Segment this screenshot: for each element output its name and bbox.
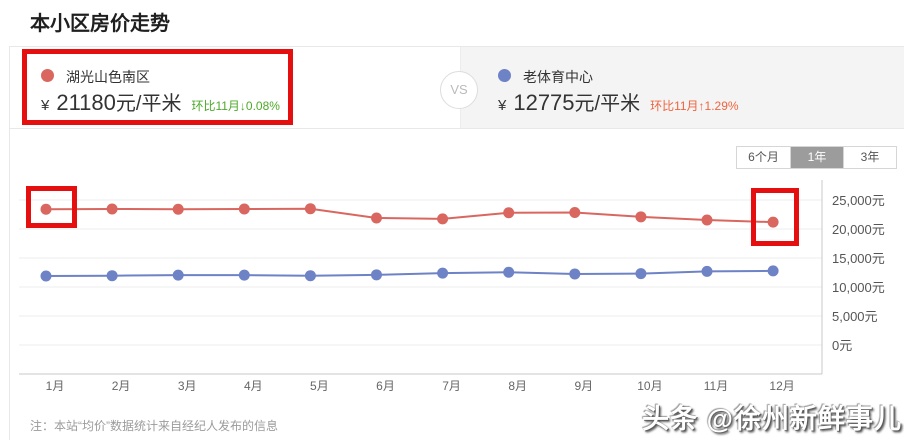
y-tick-label: 5,000元 <box>832 309 878 324</box>
x-tick-label: 12月 <box>769 379 794 393</box>
data-point[interactable] <box>767 265 779 277</box>
data-point[interactable] <box>371 269 382 281</box>
left-currency-symbol: ¥ <box>41 97 50 114</box>
y-tick-label: 25,000元 <box>832 193 885 208</box>
y-tick-label: 0元 <box>832 338 852 353</box>
left-price-unit: 元/平米 <box>115 93 182 115</box>
x-tick-label: 3月 <box>178 379 197 393</box>
comparison-bar: 湖光山色南区 ¥ 21180 元/平米 环比11月↓0.08% 老体育中心 ¥ … <box>10 47 904 129</box>
y-tick-label: 15,000元 <box>832 251 885 266</box>
x-tick-label: 4月 <box>244 379 263 393</box>
right-community-card: 老体育中心 ¥ 12775 元/平米 环比11月↑1.29% <box>460 47 904 128</box>
vs-badge: VS <box>440 71 478 109</box>
left-change-badge: 环比11月↓0.08% <box>191 99 280 113</box>
data-point[interactable] <box>635 268 647 280</box>
left-community-card: 湖光山色南区 ¥ 21180 元/平米 环比11月↓0.08% <box>10 47 460 128</box>
right-community-name: 老体育中心 <box>523 69 593 85</box>
data-point[interactable] <box>569 268 581 280</box>
right-price-row: ¥ 12775 元/平米 环比11月↑1.29% <box>498 87 739 116</box>
data-point[interactable] <box>767 216 779 228</box>
range-button-1year[interactable]: 1年 <box>790 147 843 168</box>
data-point[interactable] <box>437 267 449 279</box>
x-tick-label: 9月 <box>574 379 593 393</box>
time-range-switcher: 6个月 1年 3年 <box>736 146 897 169</box>
data-point[interactable] <box>106 203 118 215</box>
data-point[interactable] <box>106 270 118 282</box>
range-button-6months[interactable]: 6个月 <box>737 147 790 168</box>
data-point[interactable] <box>569 206 581 218</box>
data-point[interactable] <box>40 203 52 215</box>
data-point[interactable] <box>371 212 382 224</box>
x-tick-label: 10月 <box>637 379 662 393</box>
red-series-dot-icon <box>41 69 54 82</box>
blue-series-dot-icon <box>498 69 511 82</box>
data-point[interactable] <box>437 213 449 225</box>
data-point[interactable] <box>40 270 52 282</box>
data-point[interactable] <box>701 265 713 277</box>
data-point[interactable] <box>503 266 515 278</box>
series-line <box>45 269 774 277</box>
data-point[interactable] <box>701 214 713 226</box>
y-tick-label: 10,000元 <box>832 280 885 295</box>
series-line <box>45 207 774 224</box>
left-price-row: ¥ 21180 元/平米 环比11月↓0.08% <box>41 87 280 116</box>
data-point[interactable] <box>238 269 250 281</box>
right-change-badge: 环比11月↑1.29% <box>650 99 739 113</box>
price-chart-svg: 25,000元 20,000元 15,000元 10,000元 5,000元 0元 1月 2月… <box>19 180 885 393</box>
right-currency-symbol: ¥ <box>498 97 507 114</box>
x-tick-label: 2月 <box>112 379 131 393</box>
data-point[interactable] <box>304 203 316 215</box>
x-tick-label: 5月 <box>310 379 329 393</box>
data-point[interactable] <box>503 207 515 219</box>
data-point[interactable] <box>172 203 184 215</box>
x-tick-label: 11月 <box>704 379 728 393</box>
page-title: 本小区房价走势 <box>30 13 170 35</box>
left-community-name: 湖光山色南区 <box>66 69 150 85</box>
data-point[interactable] <box>304 270 316 282</box>
y-tick-label: 20,000元 <box>832 222 885 237</box>
data-point[interactable] <box>635 211 647 223</box>
data-point[interactable] <box>172 269 184 281</box>
right-price-value: 12775 <box>513 90 575 115</box>
x-tick-label: 1月 <box>46 379 65 393</box>
price-trend-panel: 湖光山色南区 ¥ 21180 元/平米 环比11月↓0.08% 老体育中心 ¥ … <box>9 46 904 440</box>
left-price-value: 21180 <box>56 90 116 115</box>
x-tick-label: 7月 <box>442 379 461 393</box>
price-trend-chart: 25,000元 20,000元 15,000元 10,000元 5,000元 0元 1月 2月… <box>0 150 904 405</box>
range-button-3years[interactable]: 3年 <box>843 147 896 168</box>
x-tick-label: 8月 <box>508 379 527 393</box>
right-price-unit: 元/平米 <box>574 93 641 115</box>
data-point[interactable] <box>238 203 250 215</box>
footer-note: 注：本站“均价”数据统计来自经纪人发布的信息 <box>30 419 278 433</box>
x-tick-label: 6月 <box>376 379 395 393</box>
watermark: 头条 @徐州新鲜事儿 <box>642 404 902 434</box>
